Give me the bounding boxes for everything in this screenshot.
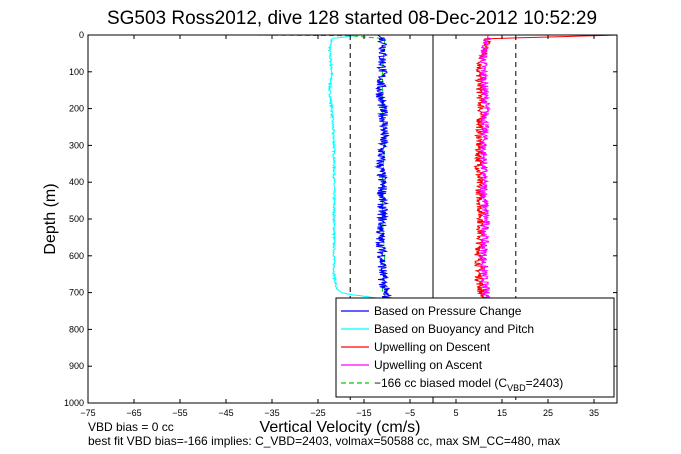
y-tick-label: 1000 xyxy=(64,398,84,408)
y-tick-label: 500 xyxy=(69,214,84,224)
series-line-2 xyxy=(473,34,618,299)
x-tick-label: 15 xyxy=(497,408,507,418)
x-tick-label: −45 xyxy=(218,408,233,418)
y-tick-label: 0 xyxy=(79,30,84,40)
x-tick-label: 5 xyxy=(453,408,458,418)
x-tick-label: 35 xyxy=(589,408,599,418)
y-tick-label: 800 xyxy=(69,324,84,334)
series-line-3 xyxy=(477,34,492,299)
x-tick-label: −5 xyxy=(405,408,415,418)
y-tick-label: 400 xyxy=(69,177,84,187)
series-line-0 xyxy=(374,34,393,299)
footer-line-2: best fit VBD bias=-166 implies: C_VBD=24… xyxy=(88,434,560,448)
legend: Based on Pressure Change Based on Buoyanc… xyxy=(335,297,615,398)
x-tick-label: −25 xyxy=(310,408,325,418)
x-tick-label: −15 xyxy=(356,408,371,418)
chart-title: SG503 Ross2012, dive 128 started 08-Dec-… xyxy=(107,8,597,29)
x-tick-label: −55 xyxy=(172,408,187,418)
x-tick-label: −75 xyxy=(80,408,95,418)
legend-label: Upwelling on Ascent xyxy=(374,358,483,372)
legend-box xyxy=(335,297,615,398)
y-tick-label: 900 xyxy=(69,361,84,371)
legend-label: Based on Buoyancy and Pitch xyxy=(374,322,534,336)
y-tick-label: 100 xyxy=(69,67,84,77)
x-tick-label: 25 xyxy=(543,408,553,418)
x-tick-label: −35 xyxy=(264,408,279,418)
legend-label: Upwelling on Descent xyxy=(374,340,491,354)
y-tick-label: 700 xyxy=(69,288,84,298)
x-axis-label: Vertical Velocity (cm/s) xyxy=(260,419,421,436)
y-axis-label: Depth (m) xyxy=(42,183,59,254)
footer-line-1: VBD bias = 0 cc xyxy=(88,420,174,434)
legend-label: Based on Pressure Change xyxy=(374,304,522,318)
series-layer xyxy=(248,34,618,299)
y-ticks: 0 100 200 300 400 500 600 700 800 900 1000 xyxy=(64,30,617,408)
series-line-1 xyxy=(327,34,376,299)
y-tick-label: 300 xyxy=(69,140,84,150)
x-ticks: −75 −65 −55 −45 −35 −25 −15 −5 5 15 25 35 xyxy=(80,35,599,418)
y-tick-label: 600 xyxy=(69,251,84,261)
series-line-4 xyxy=(248,34,388,299)
y-tick-label: 200 xyxy=(69,104,84,114)
x-tick-label: −65 xyxy=(126,408,141,418)
